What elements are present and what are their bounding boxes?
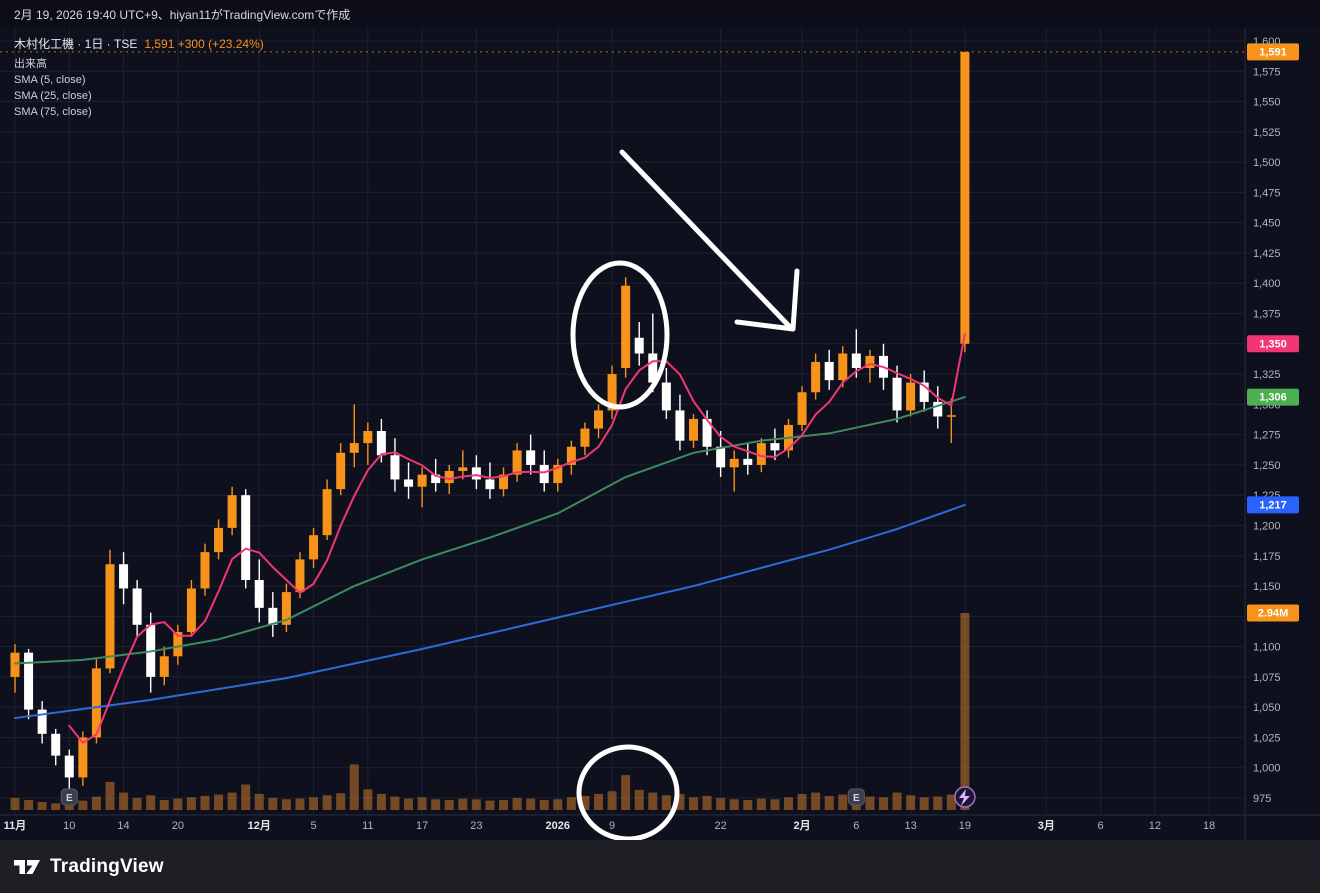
- svg-text:3月: 3月: [1038, 819, 1055, 832]
- svg-text:5: 5: [310, 820, 316, 832]
- svg-text:1,450: 1,450: [1253, 218, 1281, 230]
- svg-text:6: 6: [853, 820, 859, 832]
- earnings-icon: [847, 788, 865, 806]
- svg-text:11月: 11月: [4, 819, 27, 832]
- chart-area: 9751,0001,0251,0501,0751,1001,1251,1501,…: [0, 28, 1320, 840]
- svg-text:12: 12: [1149, 820, 1161, 832]
- svg-text:17: 17: [416, 820, 428, 832]
- svg-text:18: 18: [1203, 820, 1215, 832]
- svg-text:975: 975: [1253, 793, 1271, 805]
- legend-volume[interactable]: 出来高: [14, 58, 47, 70]
- price-badge: [1247, 388, 1299, 406]
- svg-text:1,200: 1,200: [1253, 520, 1281, 532]
- symbol-name: 木村化工機 · 1日 · TSE: [14, 37, 138, 51]
- svg-text:E: E: [66, 793, 73, 804]
- svg-text:1,425: 1,425: [1253, 248, 1281, 260]
- chart-legend: 木村化工機 · 1日 · TSE 1,591 +300 (+23.24%) 出来高…: [14, 36, 264, 120]
- svg-text:1,050: 1,050: [1253, 702, 1281, 714]
- legend-sma5[interactable]: SMA (5, close): [14, 74, 86, 86]
- price-badge: [1247, 496, 1299, 514]
- svg-text:1,275: 1,275: [1253, 430, 1281, 442]
- symbol-title-row[interactable]: 木村化工機 · 1日 · TSE 1,591 +300 (+23.24%): [14, 36, 264, 53]
- tradingview-logo-text[interactable]: TradingView: [50, 855, 164, 877]
- svg-text:20: 20: [172, 820, 184, 832]
- svg-text:1,100: 1,100: [1253, 642, 1281, 654]
- svg-text:2026: 2026: [546, 820, 570, 832]
- volume-bars: [10, 613, 970, 810]
- svg-text:23: 23: [470, 820, 482, 832]
- price-chart[interactable]: 9751,0001,0251,0501,0751,1001,1251,1501,…: [0, 28, 1320, 840]
- svg-text:12月: 12月: [248, 819, 271, 832]
- svg-text:1,525: 1,525: [1253, 127, 1281, 139]
- svg-text:1,217: 1,217: [1259, 499, 1287, 511]
- svg-text:1,150: 1,150: [1253, 581, 1281, 593]
- svg-text:1,075: 1,075: [1253, 672, 1281, 684]
- earnings-icon: [60, 788, 78, 806]
- price-axis[interactable]: 9751,0001,0251,0501,0751,1001,1251,1501,…: [1244, 28, 1281, 840]
- svg-text:2月: 2月: [793, 819, 810, 832]
- tradingview-logo-icon[interactable]: [13, 857, 41, 877]
- svg-text:1,250: 1,250: [1253, 460, 1281, 472]
- legend-sma75[interactable]: SMA (75, close): [14, 106, 92, 118]
- axis-badges: 1,591 1,350 1,306 1,217 2.94M: [1247, 43, 1299, 622]
- highlight-circle: [576, 744, 680, 840]
- sma75-line: [14, 503, 966, 720]
- footer-bar: TradingView: [0, 840, 1320, 893]
- arrow-annotation: [619, 149, 792, 329]
- svg-text:1,575: 1,575: [1253, 66, 1281, 78]
- svg-text:22: 22: [715, 820, 727, 832]
- svg-text:E: E: [853, 793, 860, 804]
- drawn-annotations: [570, 149, 800, 840]
- svg-text:1,500: 1,500: [1253, 157, 1281, 169]
- svg-text:1,025: 1,025: [1253, 732, 1281, 744]
- svg-text:1,591: 1,591: [1259, 46, 1287, 58]
- svg-text:1,550: 1,550: [1253, 97, 1281, 109]
- svg-text:1,375: 1,375: [1253, 309, 1281, 321]
- svg-text:2.94M: 2.94M: [1258, 608, 1289, 620]
- svg-text:1,475: 1,475: [1253, 187, 1281, 199]
- time-axis[interactable]: 11月 10 14 20 12月 5 11 17 23 2026 9 22 2月 6 13 19 3月 6 12 18: [0, 814, 1320, 832]
- last-price-change: 1,591 +300 (+23.24%): [144, 37, 264, 51]
- svg-text:13: 13: [904, 820, 916, 832]
- sma5-line: [68, 332, 966, 744]
- highlight-circle: [570, 260, 670, 410]
- price-badge: [1247, 604, 1299, 622]
- svg-text:11: 11: [362, 820, 373, 832]
- svg-text:1,000: 1,000: [1253, 763, 1281, 775]
- svg-text:14: 14: [117, 820, 129, 832]
- svg-text:1,175: 1,175: [1253, 551, 1281, 563]
- svg-text:1,325: 1,325: [1253, 369, 1281, 381]
- svg-text:9: 9: [609, 820, 615, 832]
- svg-text:19: 19: [959, 820, 971, 832]
- svg-text:1,350: 1,350: [1259, 338, 1287, 350]
- svg-text:6: 6: [1098, 820, 1104, 832]
- svg-text:1,306: 1,306: [1259, 392, 1287, 404]
- svg-text:10: 10: [63, 820, 75, 832]
- attribution-text: 2月 19, 2026 19:40 UTC+9、hiyan11がTradingV…: [14, 7, 351, 22]
- price-badge: [1247, 43, 1299, 61]
- price-badge: [1247, 335, 1299, 353]
- attribution-bar: 2月 19, 2026 19:40 UTC+9、hiyan11がTradingV…: [0, 0, 1320, 28]
- grid-lines: [0, 28, 1245, 815]
- svg-text:1,400: 1,400: [1253, 278, 1281, 290]
- sma25-line: [14, 396, 966, 665]
- legend-sma25[interactable]: SMA (25, close): [14, 90, 92, 102]
